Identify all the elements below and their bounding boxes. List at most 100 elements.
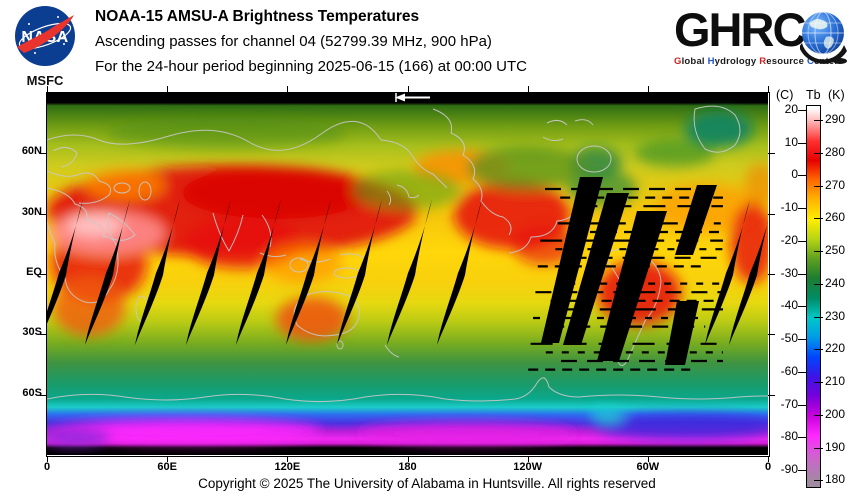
lon-tick-top	[167, 86, 169, 92]
celsius-tick-label: -20	[780, 232, 798, 247]
lat-tick-label: 30S	[22, 326, 42, 339]
ghrc-wordmark: GHRC	[674, 2, 847, 64]
missing-swath-band	[665, 301, 699, 365]
colorbar-unit-celsius: (C)	[776, 88, 794, 102]
celsius-tick	[798, 437, 806, 439]
nasa-meatball-icon: NASA	[15, 6, 75, 66]
celsius-tick-label: -30	[780, 265, 798, 280]
kelvin-tick-label: 280	[825, 145, 846, 160]
celsius-tick	[798, 371, 806, 373]
lon-tick-bottom	[768, 456, 769, 462]
lat-tick-right	[768, 334, 775, 336]
celsius-tick-label: 0	[791, 167, 798, 182]
missing-swath-band	[597, 211, 667, 361]
kelvin-tick-label: 210	[825, 374, 846, 389]
lon-tick-top	[647, 86, 649, 92]
celsius-tick-label: -70	[780, 396, 798, 411]
kelvin-tick-label: 230	[825, 308, 846, 323]
page-title: NOAA-15 AMSU-A Brightness Temperatures	[95, 8, 420, 25]
lat-tick-label: EQ	[26, 266, 42, 278]
brightness-temperature-map	[47, 93, 768, 455]
ghrc-logo: GHRC Global Hydrology	[674, 2, 847, 67]
kelvin-tick	[814, 414, 823, 416]
kelvin-tick-label: 290	[825, 112, 846, 127]
celsius-tick-label: -90	[780, 461, 798, 476]
lon-tick-top	[407, 86, 409, 92]
celsius-tick	[798, 208, 806, 210]
kelvin-tick	[814, 120, 823, 122]
ghrc-tagline-part: R	[759, 56, 767, 67]
lon-tick-label: 120W	[513, 461, 543, 473]
map-plot	[47, 93, 768, 455]
celsius-tick	[798, 339, 806, 341]
missing-scan-lines	[528, 187, 723, 371]
colorbar	[806, 105, 821, 488]
lon-tick-top	[768, 86, 769, 92]
ghrc-tagline-part: G	[674, 56, 682, 67]
globe-icon	[800, 11, 847, 64]
lat-tick-right	[768, 274, 775, 275]
ghrc-tagline-part: esource	[766, 56, 807, 67]
subtitle-channel: Ascending passes for channel 04 (52799.3…	[95, 33, 492, 50]
lon-tick-label: 180	[398, 461, 417, 473]
missing-swath-band	[675, 185, 717, 255]
lon-tick-top	[47, 86, 48, 92]
lon-tick-bottom	[47, 456, 48, 462]
msfc-label: MSFC	[26, 73, 64, 88]
kelvin-tick-label: 200	[825, 406, 846, 421]
kelvin-tick	[814, 283, 823, 285]
nasa-logo: NASA MSFC	[10, 4, 80, 88]
lon-tick-top	[287, 86, 289, 92]
swath-gap-sliver	[85, 199, 130, 345]
lat-tick-label: 30N	[21, 205, 42, 218]
ghrc-tagline-part: ydrology	[714, 56, 760, 67]
lat-tick-left	[40, 153, 47, 155]
celsius-tick-label: -50	[780, 331, 798, 346]
lon-tick-bottom	[287, 456, 289, 462]
lat-tick-right	[768, 394, 775, 396]
kelvin-tick	[814, 251, 823, 253]
swath-gap-sliver	[47, 199, 83, 324]
lon-tick-bottom	[527, 456, 529, 462]
kelvin-tick-label: 240	[825, 275, 846, 290]
kelvin-tick-label: 190	[825, 439, 846, 454]
colorbar-title: Tb	[806, 88, 821, 102]
swath-gap-sliver	[437, 199, 482, 345]
lat-tick-left	[40, 394, 47, 396]
lon-tick-top	[527, 86, 529, 92]
lon-tick-label: 0	[764, 461, 772, 473]
kelvin-tick-label: 250	[825, 243, 846, 258]
kelvin-tick	[814, 447, 823, 449]
celsius-tick-label: -80	[780, 429, 798, 444]
temperature-anomaly-blobs	[47, 111, 768, 446]
kelvin-tick-label: 270	[825, 177, 846, 192]
swath-gap-sliver	[236, 199, 281, 345]
celsius-tick-label: 10	[784, 134, 798, 149]
swath-gap-sliver	[337, 199, 382, 345]
celsius-tick	[798, 142, 806, 144]
celsius-tick-label: -60	[780, 363, 798, 378]
lon-tick-bottom	[647, 456, 649, 462]
lat-tick-label: 60N	[21, 145, 42, 158]
kelvin-tick-label: 220	[825, 341, 846, 356]
swath-start-arrow	[395, 93, 430, 102]
lat-tick-left	[40, 213, 47, 215]
ghrc-letters: GHRC	[674, 3, 806, 56]
celsius-tick-label: 20	[784, 102, 798, 116]
swath-gap-sliver	[729, 221, 768, 345]
celsius-tick-label: -10	[780, 200, 798, 215]
lat-tick-left	[40, 334, 47, 336]
lon-tick-label: 60E	[157, 461, 177, 473]
ghrc-tagline-part: lobal	[681, 56, 708, 67]
kelvin-tick-label: 180	[825, 472, 846, 487]
subtitle-period: For the 24-hour period beginning 2025-06…	[95, 58, 527, 75]
lat-tick-right	[768, 213, 775, 215]
lon-tick-label: 120E	[274, 461, 301, 473]
lat-tick-left	[40, 274, 47, 275]
celsius-tick	[798, 469, 806, 471]
celsius-tick	[798, 404, 806, 406]
lat-tick-right	[768, 153, 775, 155]
kelvin-tick	[814, 480, 823, 482]
lon-tick-bottom	[167, 456, 169, 462]
